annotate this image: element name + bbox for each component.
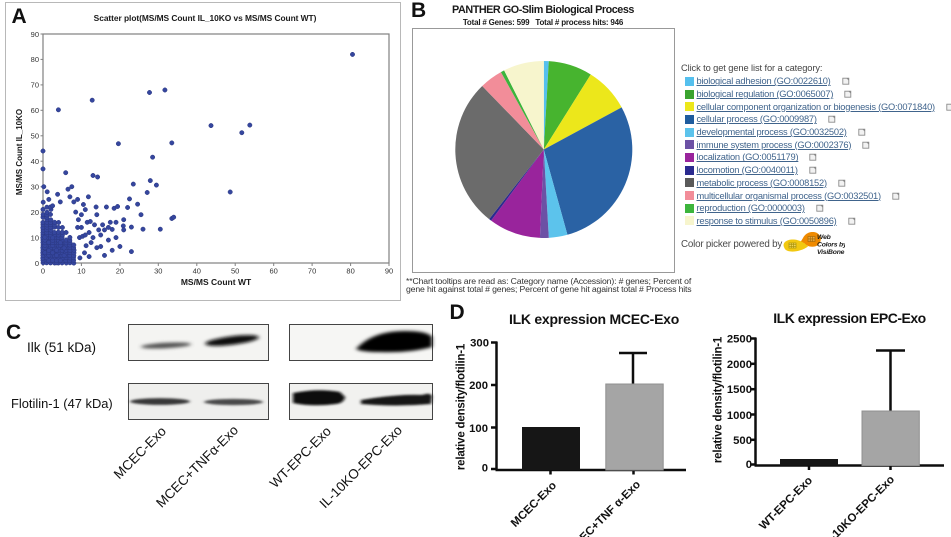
svg-text:100: 100 [469,423,488,435]
svg-text:MS/MS Count WT: MS/MS Count WT [181,277,252,287]
svg-text:MCEC+TNF α-Exo: MCEC+TNF α-Exo [565,479,643,537]
svg-text:0: 0 [746,459,752,471]
svg-text:80: 80 [346,267,354,276]
svg-text:2000: 2000 [727,359,752,371]
svg-text:WT-EPC-Exo: WT-EPC-Exo [757,475,815,533]
svg-text:70: 70 [308,267,316,276]
svg-text:40: 40 [193,267,201,276]
svg-text:30: 30 [31,183,39,192]
svg-text:Colors by: Colors by [817,242,845,249]
svg-text:500: 500 [733,435,752,447]
svg-text:80: 80 [31,55,39,64]
svg-text:90: 90 [31,30,39,39]
svg-text:MCEC-Exo: MCEC-Exo [111,424,169,482]
svg-text:ILK expression EPC-Exo: ILK expression EPC-Exo [773,310,925,326]
svg-text:50: 50 [231,267,239,276]
svg-text:60: 60 [270,267,278,276]
svg-text:1500: 1500 [727,384,752,396]
svg-text:40: 40 [31,157,39,166]
svg-text:10: 10 [31,233,39,242]
svg-text:0: 0 [482,463,488,475]
svg-text:Scatter plot(MS/MS Count IL_10: Scatter plot(MS/MS Count IL_10KO vs MS/M… [94,13,317,23]
svg-text:MCEC-Exo: MCEC-Exo [509,480,559,530]
svg-text:Web: Web [817,234,831,241]
svg-text:90: 90 [385,267,393,276]
svg-text:MS/MS Count IL_10KO: MS/MS Count IL_10KO [15,109,24,195]
svg-text:ILK expression MCEC-Exo: ILK expression MCEC-Exo [509,311,679,327]
svg-text:200: 200 [469,380,488,392]
svg-text:relative density/flotilin-1: relative density/flotilin-1 [456,343,468,470]
svg-text:VisiBone: VisiBone [817,249,845,255]
svg-text:relative density/flotilin-1: relative density/flotilin-1 [713,336,725,463]
svg-text:0: 0 [41,267,45,276]
svg-text:70: 70 [31,81,39,90]
svg-text:10: 10 [77,267,85,276]
svg-text:20: 20 [31,208,39,217]
svg-text:20: 20 [116,267,124,276]
svg-text:IL-10KO-EPC-Exo: IL-10KO-EPC-Exo [820,474,897,537]
svg-text:WT-EPC-Exo: WT-EPC-Exo [267,424,334,491]
svg-text:1000: 1000 [727,410,752,422]
svg-text:0: 0 [35,259,39,268]
svg-text:2500: 2500 [727,334,752,346]
svg-text:30: 30 [154,267,162,276]
svg-text:50: 50 [31,132,39,141]
svg-text:60: 60 [31,106,39,115]
svg-text:300: 300 [470,338,489,350]
